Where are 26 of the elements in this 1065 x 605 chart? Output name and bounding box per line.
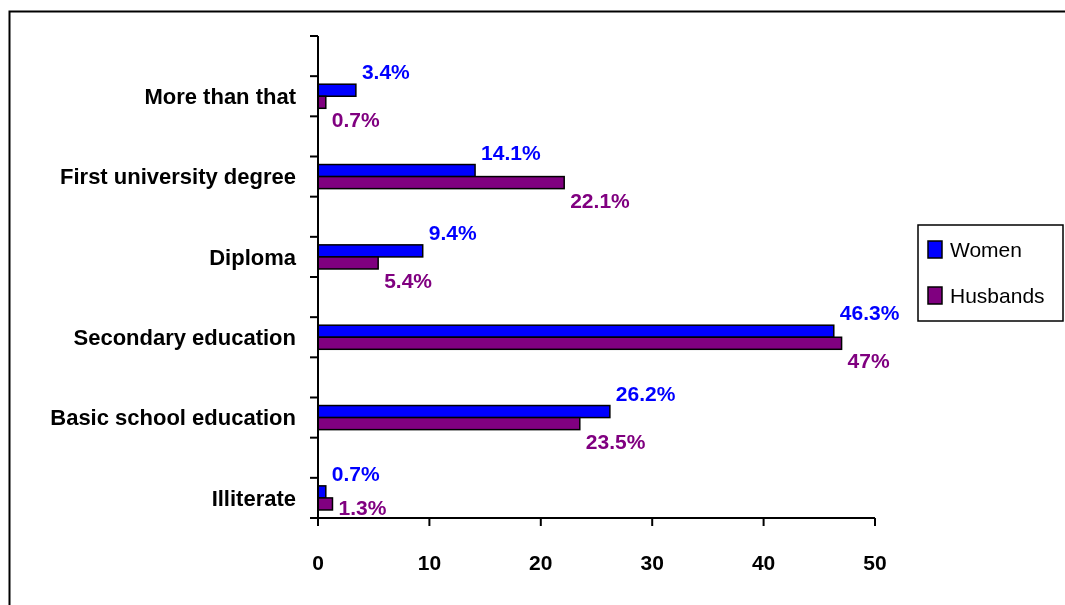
- data-label: 46.3%: [839, 301, 900, 325]
- x-tick-label: 30: [640, 551, 664, 574]
- y-tick-label: More than that: [144, 83, 297, 109]
- data-label: 22.1%: [570, 188, 631, 212]
- data-label: 14.1%: [481, 140, 541, 164]
- data-label: 23.5%: [585, 429, 646, 453]
- x-tick-label: 50: [863, 551, 887, 574]
- legend-label: Husbands: [950, 284, 1045, 308]
- x-tick-label: 40: [751, 551, 776, 574]
- data-label: 0.7%: [331, 461, 380, 485]
- y-tick-label: Diploma: [209, 244, 297, 270]
- data-label: 9.4%: [428, 220, 477, 244]
- x-tick-label: 10: [417, 551, 442, 574]
- data-label: 5.4%: [384, 268, 433, 292]
- x-tick-label: 0: [312, 551, 324, 574]
- data-label: 47%: [847, 349, 890, 373]
- y-tick-label: Illiterate: [211, 485, 296, 511]
- data-label: 26.2%: [615, 381, 676, 405]
- y-tick-label: First university degree: [60, 164, 296, 190]
- x-tick-label: 20: [529, 551, 553, 574]
- data-label: 3.4%: [361, 60, 411, 84]
- legend-label: Women: [950, 238, 1022, 262]
- data-label: 0.7%: [331, 108, 380, 132]
- y-tick-label: Secondary education: [73, 324, 296, 350]
- y-tick-label: Basic school education: [50, 405, 296, 431]
- data-label: 1.3%: [338, 496, 387, 519]
